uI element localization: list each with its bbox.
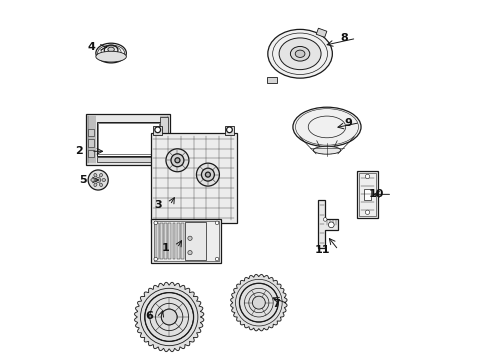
Circle shape: [365, 210, 369, 215]
Bar: [153, 221, 219, 261]
Circle shape: [252, 296, 265, 309]
Bar: [172, 223, 175, 259]
Circle shape: [365, 174, 369, 179]
Bar: [160, 117, 167, 162]
Circle shape: [201, 168, 214, 181]
Circle shape: [96, 177, 101, 183]
Ellipse shape: [94, 183, 97, 186]
Circle shape: [171, 154, 183, 167]
Ellipse shape: [290, 46, 309, 61]
Ellipse shape: [313, 146, 340, 154]
Bar: [150, 134, 236, 223]
Polygon shape: [230, 274, 286, 331]
Circle shape: [88, 170, 108, 190]
Circle shape: [191, 224, 196, 229]
Bar: [177, 223, 179, 259]
Text: 8: 8: [340, 33, 348, 43]
Circle shape: [323, 218, 326, 221]
Text: 10: 10: [368, 189, 384, 199]
Ellipse shape: [99, 183, 102, 186]
Bar: [184, 222, 206, 260]
Text: 11: 11: [314, 245, 330, 255]
Bar: [181, 223, 183, 259]
Ellipse shape: [99, 174, 102, 177]
Ellipse shape: [295, 50, 305, 58]
Circle shape: [175, 158, 180, 163]
Bar: [87, 150, 94, 157]
Polygon shape: [134, 282, 203, 352]
Bar: [358, 173, 375, 216]
Circle shape: [187, 251, 192, 255]
Bar: [316, 28, 326, 37]
Bar: [168, 223, 171, 259]
Ellipse shape: [267, 30, 332, 78]
Ellipse shape: [292, 107, 360, 147]
Ellipse shape: [102, 179, 105, 181]
Bar: [164, 223, 167, 259]
Bar: [153, 126, 162, 135]
Bar: [98, 123, 159, 154]
Circle shape: [205, 172, 210, 177]
Ellipse shape: [91, 179, 94, 181]
Text: 3: 3: [154, 200, 162, 210]
Bar: [151, 219, 221, 264]
Text: 9: 9: [344, 118, 351, 128]
Text: 7: 7: [272, 299, 280, 309]
Circle shape: [154, 221, 157, 225]
Bar: [87, 139, 94, 147]
Ellipse shape: [108, 47, 114, 52]
Ellipse shape: [94, 174, 97, 177]
Circle shape: [215, 221, 219, 225]
Ellipse shape: [96, 43, 126, 63]
Bar: [155, 223, 158, 259]
Bar: [96, 122, 161, 156]
Circle shape: [154, 257, 157, 261]
Bar: [85, 114, 170, 165]
Bar: [356, 171, 377, 218]
Bar: [87, 129, 94, 136]
Bar: [96, 157, 161, 162]
Bar: [266, 77, 277, 84]
Ellipse shape: [96, 51, 126, 62]
Text: 1: 1: [161, 243, 169, 253]
Bar: [224, 126, 233, 135]
Circle shape: [187, 236, 192, 240]
Bar: [184, 222, 202, 230]
Text: 2: 2: [75, 146, 83, 156]
Circle shape: [215, 257, 219, 261]
Circle shape: [161, 309, 177, 325]
Ellipse shape: [104, 45, 118, 55]
Bar: [363, 189, 370, 200]
Text: 4: 4: [88, 42, 96, 52]
Circle shape: [226, 127, 232, 133]
Circle shape: [196, 163, 219, 186]
Circle shape: [155, 127, 160, 133]
Text: 5: 5: [79, 175, 86, 185]
Bar: [160, 223, 163, 259]
Circle shape: [328, 222, 333, 228]
Polygon shape: [317, 200, 337, 248]
Text: 6: 6: [145, 311, 153, 321]
Ellipse shape: [279, 38, 321, 69]
Circle shape: [165, 149, 188, 172]
